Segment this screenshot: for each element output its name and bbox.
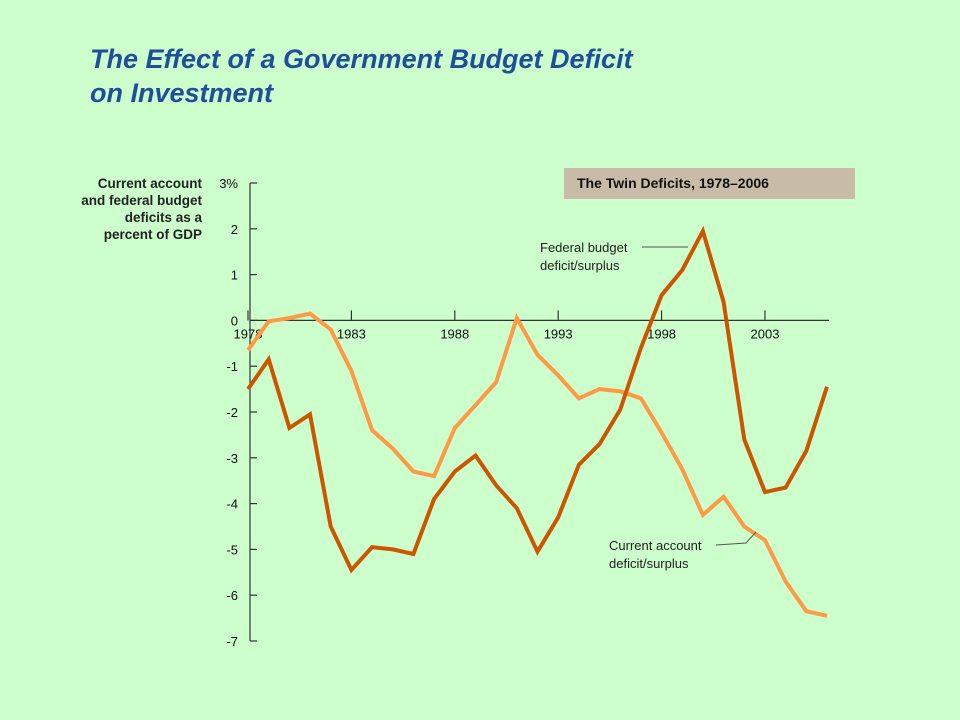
current-account-annotation-line: Current account (609, 538, 702, 553)
federal-budget-line (246, 225, 829, 574)
y-tick-label: -3 (226, 451, 238, 466)
y-axis-label-line-1: Current account (97, 176, 202, 191)
y-axis-label-line-2: and federal budget (81, 193, 202, 208)
current-account-line (246, 311, 828, 618)
slide-title-line-1: The Effect of a Government Budget Defici… (90, 44, 633, 74)
y-tick-label: -5 (226, 542, 238, 557)
y-tick-label: 3% (219, 176, 238, 191)
x-tick-label: 1998 (647, 326, 676, 341)
y-tick-label: 0 (231, 313, 238, 328)
y-tick-label: 1 (231, 268, 238, 283)
y-axis-label: Current account and federal budget defic… (40, 175, 202, 243)
series-group (246, 225, 829, 618)
federal-budget-annotation-line: Federal budget (540, 240, 628, 255)
current-account-annotation-line: deficit/surplus (609, 556, 689, 571)
annotations-group: Federal budget deficit/surplus Current acc… (540, 240, 757, 571)
x-tick-label: 1993 (544, 326, 573, 341)
chart-title: The Twin Deficits, 1978–2006 (564, 168, 855, 199)
slide-title: The Effect of a Government Budget Defici… (90, 42, 633, 110)
y-tick-label: -6 (226, 588, 238, 603)
federal-budget-annotation-line: deficit/surplus (540, 258, 620, 273)
current-account-leader (715, 531, 757, 546)
x-tick-label: 2003 (751, 326, 780, 341)
y-tick-label: -4 (226, 497, 238, 512)
y-axis-label-line-4: percent of GDP (103, 227, 202, 242)
y-tick-label: -1 (226, 359, 238, 374)
y-axis-label-line-3: deficits as a (124, 210, 202, 225)
y-tick-label: 2 (231, 222, 238, 237)
slide-title-line-2: on Investment (90, 78, 274, 108)
y-tick-label: -2 (226, 405, 238, 420)
x-tick-label: 1988 (440, 326, 469, 341)
y-tick-label: -7 (226, 634, 238, 649)
x-tick-label: 1983 (337, 326, 366, 341)
